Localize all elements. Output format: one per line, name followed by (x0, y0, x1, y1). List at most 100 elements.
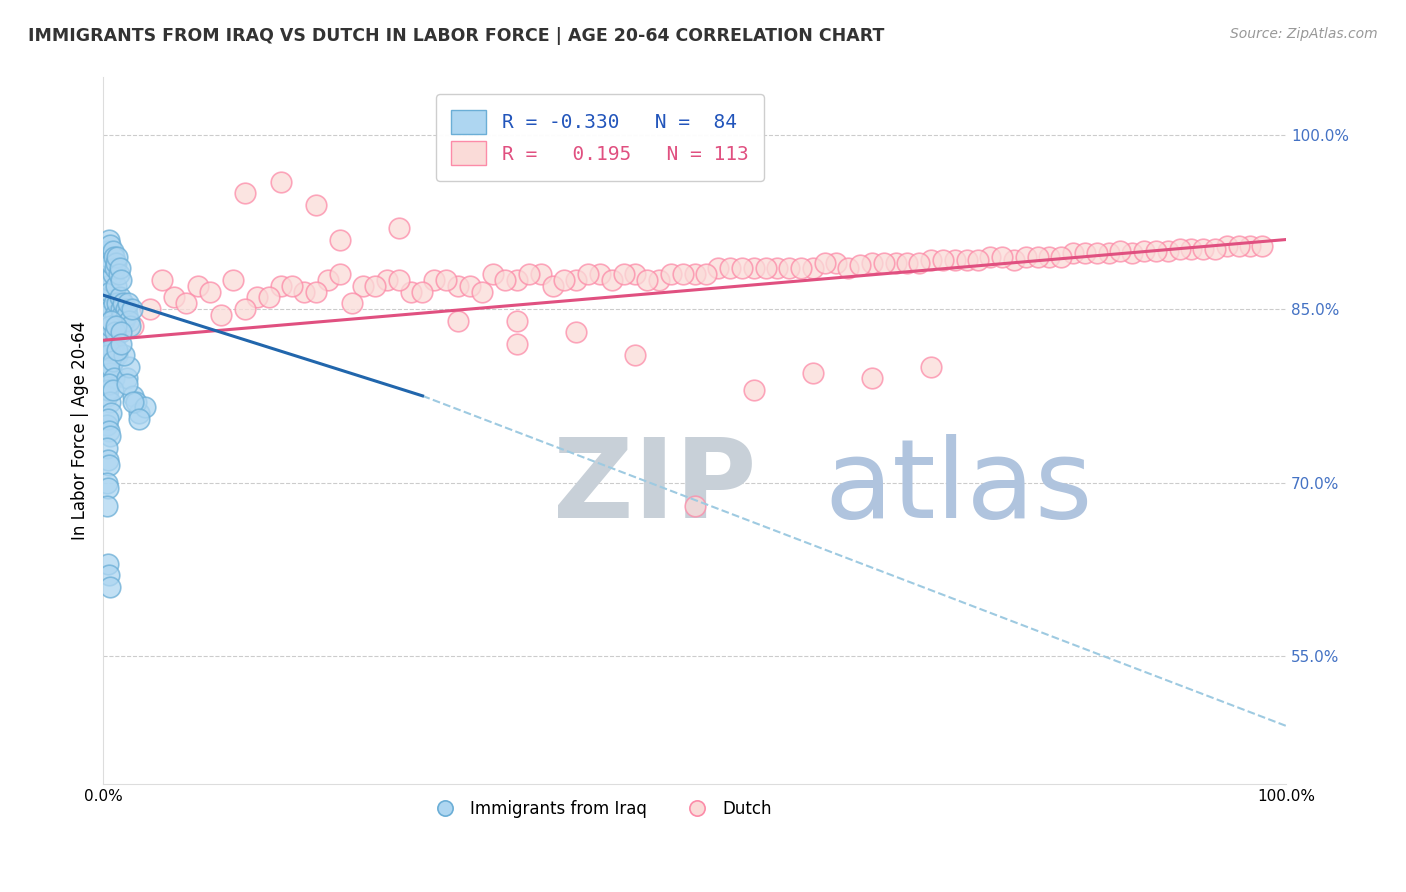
Point (329, 267, 352, 281)
Point (292, 285, 315, 299)
Point (97, 412, 120, 426)
Point (107, 313, 129, 327)
Point (209, 308, 232, 322)
Point (943, 253, 966, 268)
Point (120, 319, 142, 334)
Point (1216, 239, 1239, 253)
Point (766, 261, 789, 276)
Point (860, 371, 883, 385)
Point (1097, 246, 1119, 260)
Point (128, 412, 150, 426)
Point (98, 343, 121, 357)
Point (112, 313, 135, 327)
Point (801, 261, 824, 276)
Point (121, 394, 143, 409)
Point (101, 244, 124, 259)
Point (458, 278, 481, 293)
Point (118, 359, 141, 374)
Point (98, 429, 121, 443)
Point (1050, 250, 1073, 264)
Point (98, 331, 121, 345)
Point (991, 250, 1014, 264)
Point (104, 308, 127, 322)
Point (624, 267, 647, 281)
Point (101, 383, 124, 397)
Point (97, 482, 120, 496)
Point (873, 256, 896, 270)
Point (110, 273, 132, 287)
Point (305, 198, 328, 212)
Point (1062, 246, 1084, 260)
Point (101, 267, 124, 281)
Point (305, 285, 328, 299)
Point (281, 278, 304, 293)
Point (434, 273, 457, 287)
Point (105, 278, 128, 293)
Point (125, 394, 148, 409)
Legend: Immigrants from Iraq, Dutch: Immigrants from Iraq, Dutch (422, 794, 778, 825)
Point (105, 348, 128, 362)
Point (506, 313, 529, 327)
Point (1168, 242, 1191, 256)
Point (1251, 239, 1274, 253)
Point (112, 348, 135, 362)
Point (98, 319, 121, 334)
Point (97, 383, 120, 397)
Point (121, 389, 143, 403)
Point (589, 267, 612, 281)
Point (105, 256, 128, 270)
Point (411, 285, 433, 299)
Point (270, 278, 292, 293)
Point (742, 383, 765, 397)
Point (104, 261, 127, 276)
Point (107, 267, 129, 281)
Point (423, 273, 446, 287)
Point (683, 499, 706, 513)
Point (98, 285, 121, 299)
Point (98, 580, 121, 594)
Point (447, 313, 470, 327)
Point (187, 278, 209, 293)
Point (754, 261, 776, 276)
Point (96, 499, 118, 513)
Point (97, 290, 120, 304)
Point (565, 273, 588, 287)
Point (100, 359, 122, 374)
Point (128, 406, 150, 420)
Point (494, 273, 516, 287)
Point (98, 238, 121, 252)
Point (246, 290, 269, 304)
Point (1133, 244, 1156, 259)
Point (100, 313, 122, 327)
Point (118, 313, 141, 327)
Point (105, 343, 128, 357)
Point (98, 458, 121, 473)
Point (96, 417, 118, 432)
Point (364, 278, 387, 293)
Point (1074, 246, 1097, 260)
Point (108, 261, 131, 276)
Point (837, 261, 859, 276)
Point (1227, 239, 1250, 253)
Point (1239, 239, 1261, 253)
Point (117, 296, 139, 310)
Point (553, 273, 575, 287)
Point (115, 377, 138, 392)
Point (967, 253, 990, 268)
Point (1109, 244, 1132, 259)
Point (105, 296, 128, 310)
Point (222, 273, 245, 287)
Y-axis label: In Labor Force | Age 20-64: In Labor Force | Age 20-64 (72, 321, 89, 541)
Point (613, 267, 636, 281)
Point (96, 244, 118, 259)
Point (110, 301, 132, 316)
Point (636, 273, 658, 287)
Point (103, 371, 125, 385)
Point (1121, 246, 1143, 260)
Point (1192, 242, 1215, 256)
Point (659, 267, 682, 281)
Point (340, 296, 363, 310)
Point (257, 290, 280, 304)
Point (103, 336, 125, 351)
Point (932, 253, 955, 268)
